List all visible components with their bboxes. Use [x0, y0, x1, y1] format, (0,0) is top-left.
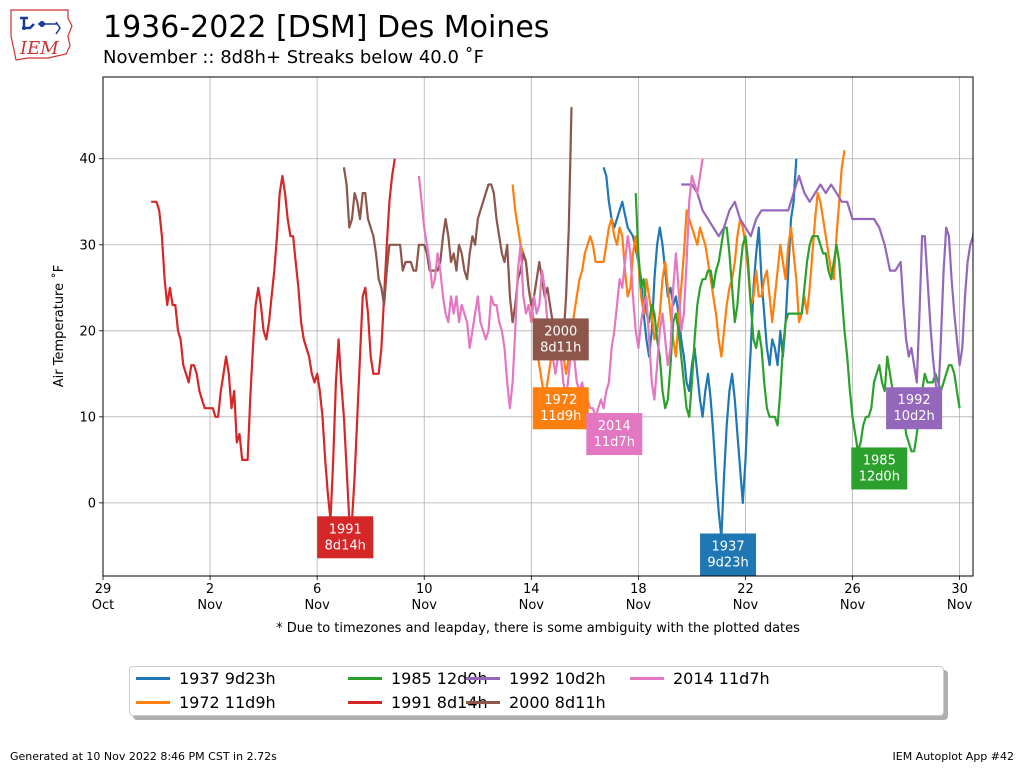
x-tick-day: 14: [523, 582, 540, 597]
annotation-year: 1985: [863, 453, 896, 468]
annotation-box: [586, 413, 643, 456]
series-line-2014: [417, 158, 704, 418]
legend-label: 2000 8d11h: [509, 693, 606, 712]
legend-swatch: [348, 677, 382, 680]
annotation-year: 2014: [598, 419, 631, 434]
legend-label: 1991 8d14h: [391, 693, 488, 712]
y-tick-label: 10: [79, 410, 96, 425]
x-tick-day: 2: [206, 582, 214, 597]
legend-label: 1937 9d23h: [179, 669, 276, 688]
annotation-duration: 11d7h: [594, 435, 635, 450]
series-line-1937: [602, 158, 798, 539]
legend-swatch: [630, 677, 664, 680]
annotation-box: [532, 387, 589, 430]
x-axis-note: * Due to timezones and leapday, there is…: [276, 621, 800, 636]
x-tick-day: 29: [95, 582, 112, 597]
y-axis-label: Air Temperature ˚F: [51, 265, 67, 387]
x-tick-day: 22: [737, 582, 754, 597]
x-tick-month: Nov: [304, 598, 330, 613]
legend: 1937 9d23h 1972 11d9h 1985 12d0h 1991 8d14h…: [129, 666, 944, 716]
app-id-label: IEM Autoplot App #42: [892, 750, 1015, 763]
legend-item-2000: 2000 8d11h: [466, 693, 606, 712]
temperature-streak-chart: 29Oct2Nov6Nov10Nov14Nov18Nov22Nov26Nov30…: [51, 76, 974, 636]
annotation-year: 1972: [544, 393, 577, 408]
annotation-year: 1937: [712, 539, 745, 554]
legend-swatch: [136, 701, 170, 704]
x-tick-month: Nov: [519, 598, 545, 613]
plot-frame: [102, 76, 974, 577]
x-tick-month: Nov: [947, 598, 973, 613]
legend-swatch: [136, 677, 170, 680]
x-tick-day: 6: [313, 582, 321, 597]
annotation-box: [532, 318, 589, 361]
annotation-duration: 8d14h: [325, 538, 366, 553]
annotation-duration: 11d9h: [540, 409, 581, 424]
annotation-box: [886, 387, 943, 430]
series-line-1972: [511, 149, 846, 401]
axis-ticks: 29Oct2Nov6Nov10Nov14Nov18Nov22Nov26Nov30…: [79, 152, 972, 613]
x-tick-month: Nov: [197, 598, 223, 613]
legend-swatch: [466, 677, 500, 680]
annotation-year: 1991: [329, 522, 362, 537]
x-tick-month: Nov: [733, 598, 759, 613]
legend-swatch: [466, 701, 500, 704]
legend-item-1937: 1937 9d23h: [136, 669, 276, 688]
legend-item-1991: 1991 8d14h: [348, 693, 488, 712]
legend-item-2014: 2014 11d7h: [630, 669, 770, 688]
iem-logo: IEM: [8, 6, 78, 64]
x-tick-month: Nov: [412, 598, 438, 613]
x-tick-day: 18: [630, 582, 647, 597]
generated-timestamp: Generated at 10 Nov 2022 8:46 PM CST in …: [10, 750, 277, 763]
legend-label: 1992 10d2h: [509, 669, 606, 688]
annotation-duration: 10d2h: [893, 409, 934, 424]
y-tick-label: 40: [79, 152, 96, 167]
chart-title: 1936-2022 [DSM] Des Moines: [103, 10, 550, 45]
y-tick-label: 30: [79, 238, 96, 253]
series-layer: [151, 107, 973, 539]
annotation-box: [851, 447, 908, 490]
series-line-1992: [681, 174, 973, 401]
annotation-box: [700, 533, 757, 576]
y-tick-label: 20: [79, 324, 96, 339]
chart-subtitle: November :: 8d8h+ Streaks below 40.0 ˚F: [103, 47, 484, 68]
legend-item-1972: 1972 11d9h: [136, 693, 276, 712]
x-tick-month: Oct: [92, 598, 114, 613]
annotation-duration: 9d23h: [707, 555, 748, 570]
x-tick-month: Nov: [626, 598, 652, 613]
x-tick-day: 10: [416, 582, 433, 597]
series-line-1985: [634, 193, 961, 453]
legend-swatch: [348, 701, 382, 704]
legend-label: 1985 12d0h: [391, 669, 488, 688]
x-tick-day: 30: [951, 582, 968, 597]
legend-label: 1972 11d9h: [179, 693, 276, 712]
annotation-year: 2000: [544, 324, 577, 339]
legend-item-1992: 1992 10d2h: [466, 669, 606, 688]
annotation-duration: 8d11h: [540, 340, 581, 355]
legend-item-1985: 1985 12d0h: [348, 669, 488, 688]
x-tick-month: Nov: [840, 598, 866, 613]
x-tick-day: 26: [844, 582, 861, 597]
annotation-box: [317, 516, 374, 559]
annotation-year: 1992: [898, 393, 931, 408]
annotation-duration: 12d0h: [859, 469, 900, 484]
series-line-1991: [151, 158, 396, 522]
logo-text: IEM: [19, 38, 59, 59]
legend-label: 2014 11d7h: [673, 669, 770, 688]
y-tick-label: 0: [88, 496, 96, 511]
